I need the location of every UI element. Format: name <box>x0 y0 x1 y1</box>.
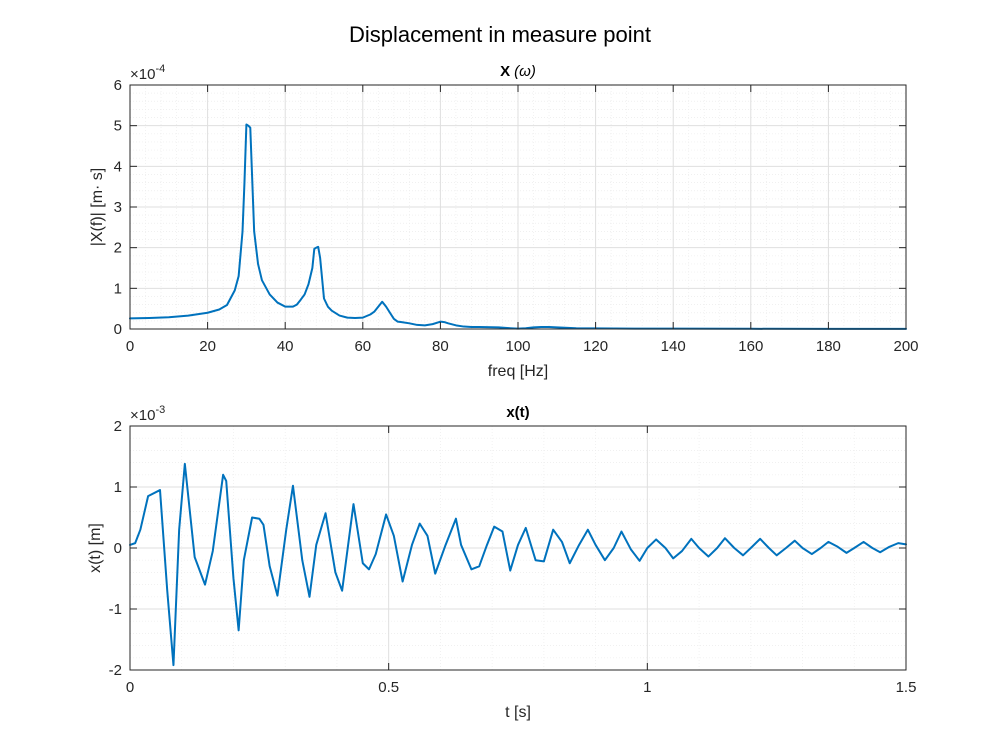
spectrum-ytick-label: 5 <box>114 118 122 135</box>
time-ylabel: x(t) [m] <box>87 523 104 573</box>
spectrum-ylabel: |X(f)| [m· s] <box>89 168 106 247</box>
time-ytick-label: 0 <box>114 540 122 557</box>
time-ticks: 0 0.5 1 1.5 -2 -1 0 1 2 <box>109 418 917 696</box>
spectrum-title-main: X <box>500 63 510 80</box>
time-ytick-label: -1 <box>109 601 122 618</box>
time-xtick-label: 0.5 <box>378 679 399 696</box>
spectrum-ytick-label: 3 <box>114 199 122 216</box>
spectrum-exponent-value: -4 <box>155 63 165 75</box>
spectrum-xlabel: freq [Hz] <box>488 363 548 380</box>
time-title: x(t) <box>506 404 529 421</box>
spectrum-exponent: ×10-4 <box>130 63 165 83</box>
spectrum-xtick-label: 80 <box>432 338 449 355</box>
spectrum-xtick-label: 200 <box>893 338 918 355</box>
spectrum-ytick-label: 1 <box>114 280 122 297</box>
time-xtick-label: 1 <box>643 679 651 696</box>
time-series-line-0 <box>129 462 907 667</box>
spectrum-xtick-label: 0 <box>126 338 134 355</box>
spectrum-xtick-label: 100 <box>505 338 530 355</box>
spectrum-title-omega: (ω) <box>514 63 536 80</box>
spectrum-ytick-label: 6 <box>114 77 122 94</box>
time-axes: 0 0.5 1 1.5 -2 -1 0 1 2 x(t) t [s] x(t) [m] ×10-… <box>87 404 916 721</box>
time-xlabel: t [s] <box>505 704 531 721</box>
spectrum-ytick-label: 2 <box>114 240 122 257</box>
spectrum-xtick-label: 40 <box>277 338 294 355</box>
spectrum-ytick-label: 0 <box>114 321 122 338</box>
spectrum-xtick-label: 60 <box>354 338 371 355</box>
spectrum-ytick-label: 4 <box>114 158 122 175</box>
spectrum-ticks: 0 20 40 60 80 100 120 140 160 180 200 0 1 2 3 4 5 6 <box>114 77 919 355</box>
spectrum-xtick-label: 140 <box>661 338 686 355</box>
spectrum-xtick-label: 160 <box>738 338 763 355</box>
spectrum-xtick-label: 20 <box>199 338 216 355</box>
time-exponent-value: -3 <box>155 404 165 416</box>
time-ytick-label: 2 <box>114 418 122 435</box>
time-exponent: ×10-3 <box>130 404 165 424</box>
spectrum-title: X (ω) <box>500 63 536 80</box>
figure-title: Displacement in measure point <box>349 22 651 47</box>
spectrum-xtick-label: 120 <box>583 338 608 355</box>
time-series <box>129 462 907 667</box>
time-ytick-label: -2 <box>109 662 122 679</box>
time-ytick-label: 1 <box>114 479 122 496</box>
spectrum-xtick-label: 180 <box>816 338 841 355</box>
time-xtick-label: 0 <box>126 679 134 696</box>
time-xtick-label: 1.5 <box>896 679 917 696</box>
